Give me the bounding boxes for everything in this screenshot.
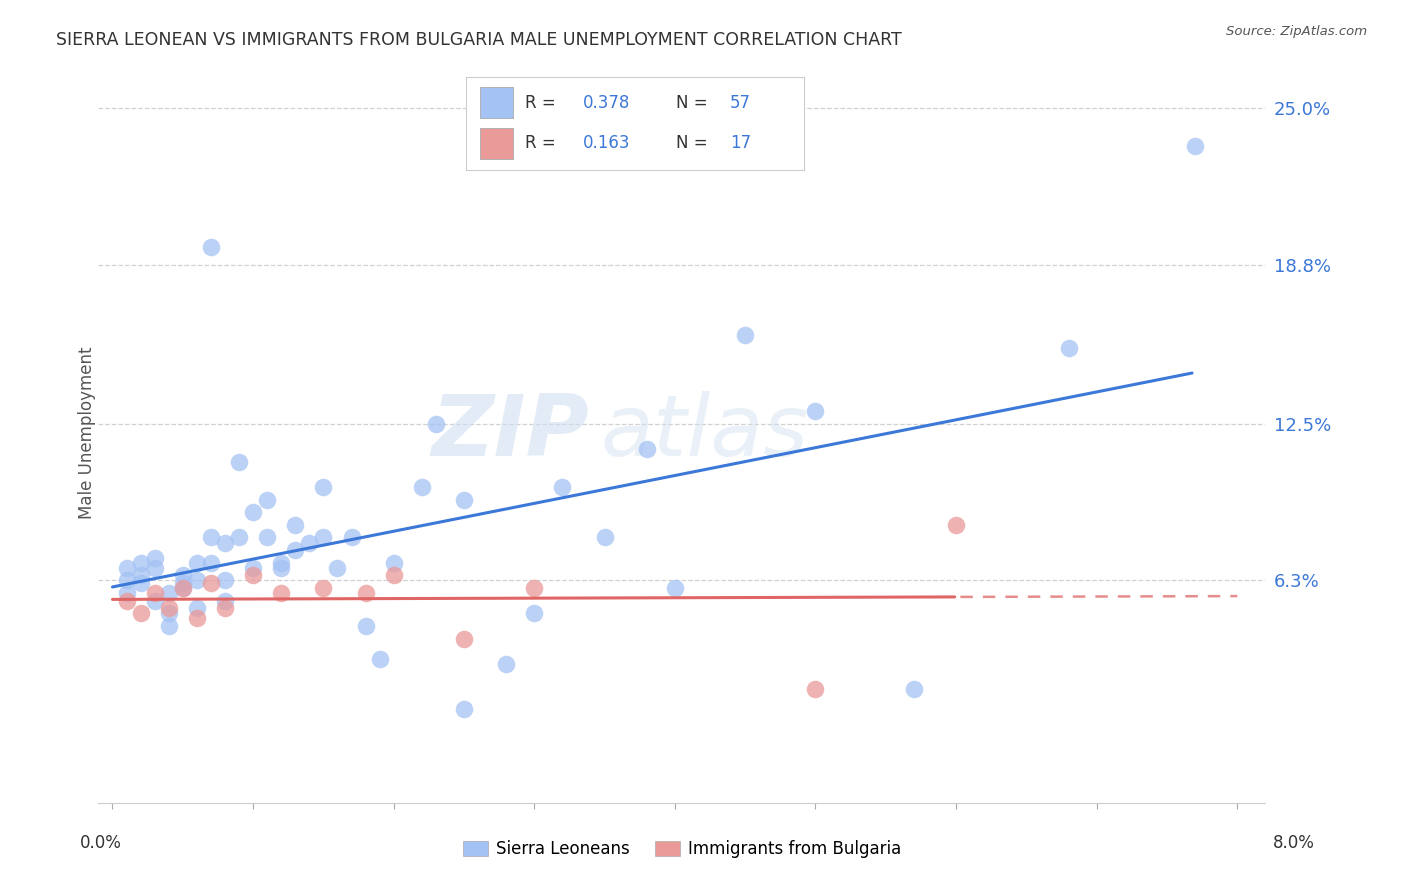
Point [804, 682, 827, 697]
Point [143, 561, 166, 575]
Point [200, 240, 222, 254]
Point [664, 581, 686, 595]
Point [228, 531, 250, 545]
Point [172, 576, 194, 591]
Point [636, 442, 658, 456]
Text: 0.0%: 0.0% [80, 834, 122, 852]
Point [270, 561, 292, 575]
Point [115, 561, 138, 575]
Point [284, 517, 307, 532]
Point [734, 328, 756, 343]
Point [200, 531, 222, 545]
Text: 8.0%: 8.0% [1272, 834, 1315, 852]
Point [354, 619, 377, 633]
Point [270, 556, 292, 570]
Text: atlas: atlas [600, 391, 808, 475]
Legend: Sierra Leoneans, Immigrants from Bulgaria: Sierra Leoneans, Immigrants from Bulgari… [456, 833, 908, 865]
Point [242, 568, 264, 582]
Point [172, 581, 194, 595]
Point [143, 550, 166, 565]
Point [157, 586, 180, 600]
Point [453, 492, 475, 507]
Point [242, 505, 264, 519]
Point [186, 611, 208, 625]
Point [256, 531, 278, 545]
Point [172, 568, 194, 582]
Point [172, 581, 194, 595]
Point [214, 535, 236, 549]
Point [115, 593, 138, 607]
Point [228, 455, 250, 469]
Point [326, 561, 349, 575]
Point [368, 652, 391, 666]
Point [186, 601, 208, 615]
Point [411, 480, 433, 494]
Point [340, 531, 363, 545]
Point [425, 417, 447, 431]
Point [804, 404, 827, 418]
Y-axis label: Male Unemployment: Male Unemployment [79, 346, 96, 519]
Point [453, 632, 475, 646]
Point [593, 531, 616, 545]
Point [945, 517, 967, 532]
Point [157, 619, 180, 633]
Point [495, 657, 517, 671]
Point [157, 607, 180, 621]
Point [143, 593, 166, 607]
Point [129, 556, 152, 570]
Point [129, 568, 152, 582]
Point [551, 480, 574, 494]
Text: Source: ZipAtlas.com: Source: ZipAtlas.com [1226, 25, 1367, 38]
Point [523, 581, 546, 595]
Point [270, 586, 292, 600]
Point [129, 607, 152, 621]
Point [242, 561, 264, 575]
Point [186, 574, 208, 588]
Point [1057, 341, 1080, 355]
Point [284, 543, 307, 558]
Point [115, 586, 138, 600]
Point [312, 480, 335, 494]
Point [382, 568, 405, 582]
Point [214, 601, 236, 615]
Text: ZIP: ZIP [430, 391, 589, 475]
Point [214, 574, 236, 588]
Point [312, 581, 335, 595]
Point [143, 586, 166, 600]
Point [903, 682, 925, 697]
Point [115, 574, 138, 588]
Point [523, 607, 546, 621]
Point [200, 576, 222, 591]
Point [453, 702, 475, 716]
Point [256, 492, 278, 507]
Point [312, 531, 335, 545]
Point [382, 556, 405, 570]
Point [1184, 138, 1206, 153]
Point [186, 556, 208, 570]
Point [298, 535, 321, 549]
Point [157, 601, 180, 615]
Text: SIERRA LEONEAN VS IMMIGRANTS FROM BULGARIA MALE UNEMPLOYMENT CORRELATION CHART: SIERRA LEONEAN VS IMMIGRANTS FROM BULGAR… [56, 31, 903, 49]
Point [214, 593, 236, 607]
Point [200, 556, 222, 570]
Point [354, 586, 377, 600]
Point [129, 576, 152, 591]
